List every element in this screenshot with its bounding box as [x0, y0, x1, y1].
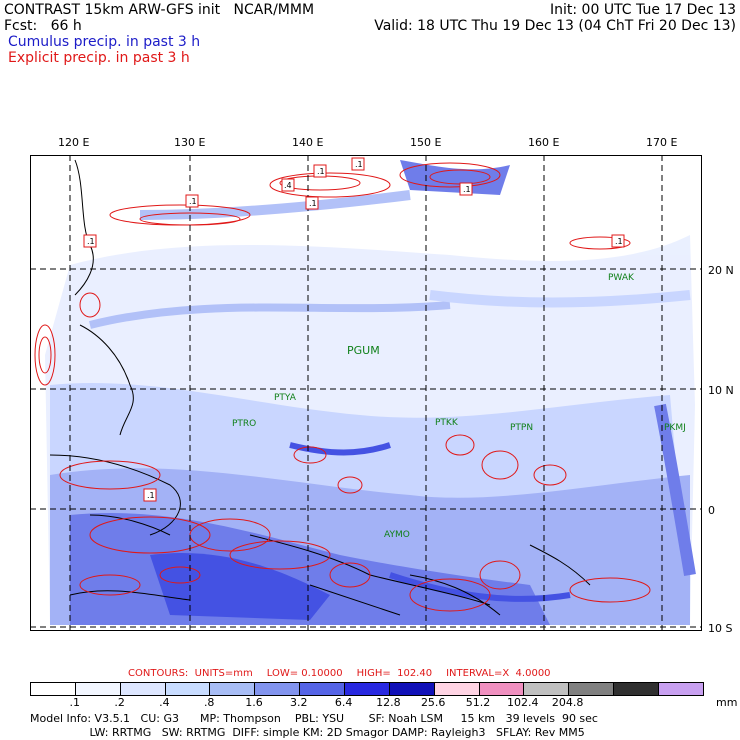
- colorbar-label: .8: [203, 696, 215, 709]
- colorbar-label: .1: [69, 696, 81, 709]
- colorbar-unit: mm: [716, 696, 738, 709]
- colorbar-label: .4: [159, 696, 170, 709]
- precip-colorbar: [30, 682, 704, 696]
- lat-lon-grid: [30, 155, 702, 631]
- colorbar-cell: [524, 683, 570, 695]
- colorbar-cell: [210, 683, 256, 695]
- colorbar-label: .2: [114, 696, 125, 709]
- contour-low: LOW= 0.10000: [266, 668, 343, 679]
- colorbar-cell: [31, 683, 76, 695]
- contour-interval: INTERVAL=X 4.0000: [446, 668, 551, 679]
- contour-value-box: .1: [611, 234, 625, 248]
- station-label: PKMJ: [664, 423, 686, 433]
- contour-value-box: .1: [143, 488, 157, 502]
- lon-label: 120 E: [58, 136, 90, 149]
- contour-value-box: .1: [83, 234, 97, 248]
- contour-high: HIGH= 102.40: [356, 668, 433, 679]
- lat-label: 10 S: [708, 622, 733, 635]
- lat-label: 0: [708, 504, 715, 517]
- cumulus-precip-field: [45, 160, 696, 625]
- colorbar-cell: [165, 683, 211, 695]
- station-label: PTPN: [510, 423, 534, 433]
- svg-text:.1: .1: [615, 237, 623, 246]
- svg-text:.1: .1: [309, 199, 317, 208]
- colorbar-cell: [479, 683, 525, 695]
- svg-text:.1: .1: [147, 491, 155, 500]
- colorbar-label: 3.2: [290, 696, 308, 709]
- station-label: PTYA: [274, 393, 296, 403]
- contour-value-box: .1: [185, 194, 199, 208]
- lat-label: 20 N: [708, 264, 734, 277]
- contour-value-box: .1: [313, 164, 327, 178]
- colorbar-cell: [255, 683, 301, 695]
- contour-value-box: .1: [351, 157, 365, 171]
- contour-value-labels: .1 .4 .1 .1 .1 .1 .1 .1 .1: [83, 157, 625, 502]
- lon-label: 140 E: [292, 136, 324, 149]
- model-info-line1: Model Info: V3.5.1 CU: G3 MP: Thompson P…: [30, 712, 598, 725]
- contour-value-box: .1: [459, 182, 473, 196]
- lon-label: 130 E: [174, 136, 206, 149]
- station-label: PTKK: [435, 418, 458, 428]
- explicit-precip-contours: [34, 162, 651, 612]
- contour-units: CONTOURS: UNITS=mm: [128, 668, 253, 679]
- colorbar-cell: [659, 683, 703, 695]
- model-title: CONTRAST 15km ARW-GFS init NCAR/MMM: [4, 2, 315, 18]
- lat-label: 10 N: [708, 384, 734, 397]
- lon-label: 150 E: [410, 136, 442, 149]
- svg-text:.4: .4: [284, 181, 292, 190]
- svg-text:.1: .1: [355, 160, 363, 169]
- colorbar-cell: [614, 683, 660, 695]
- colorbar-cell: [389, 683, 435, 695]
- explicit-legend: Explicit precip. in past 3 h: [8, 50, 190, 66]
- valid-time: Valid: 18 UTC Thu 19 Dec 13 (04 ChT Fri …: [374, 18, 736, 34]
- colorbar-cell: [569, 683, 615, 695]
- svg-text:.1: .1: [189, 197, 197, 206]
- colorbar-label: 12.8: [376, 696, 401, 709]
- map-frame: [30, 155, 702, 631]
- lon-label: 160 E: [528, 136, 560, 149]
- svg-text:.1: .1: [317, 167, 325, 176]
- station-label: PTRO: [232, 419, 257, 429]
- colorbar-label: 25.6: [420, 696, 446, 709]
- contour-value-box: .1: [305, 196, 319, 210]
- station-label: PGUM: [347, 344, 380, 357]
- cumulus-legend: Cumulus precip. in past 3 h: [8, 34, 201, 50]
- colorbar-label: 204.8: [551, 696, 584, 709]
- colorbar-cell: [300, 683, 346, 695]
- svg-text:.1: .1: [87, 237, 95, 246]
- contour-info: CONTOURS: UNITS=mm LOW= 0.10000 HIGH= 102.…: [128, 668, 565, 679]
- colorbar-label: 1.6: [245, 696, 263, 709]
- station-label: PWAK: [608, 273, 634, 283]
- colorbar-label: 102.4: [507, 696, 539, 709]
- colorbar-label: 51.2: [465, 696, 491, 709]
- colorbar-label: 6.4: [334, 696, 353, 709]
- init-time: Init: 00 UTC Tue 17 Dec 13: [550, 2, 736, 18]
- colorbar-cell: [120, 683, 166, 695]
- precip-map: .1 .4 .1 .1 .1 .1 .1 .1 .1: [30, 155, 702, 631]
- station-label: AYMO: [384, 530, 410, 540]
- svg-text:.1: .1: [463, 185, 471, 194]
- colorbar-cell: [345, 683, 390, 695]
- coastlines: [49, 159, 591, 616]
- colorbar-cell: [434, 683, 480, 695]
- model-info-line2: LW: RRTMG SW: RRTMG DIFF: simple KM: 2D …: [30, 726, 585, 739]
- forecast-hour: Fcst: 66 h: [4, 18, 82, 34]
- contour-value-box: .4: [281, 178, 295, 192]
- colorbar-cell: [75, 683, 121, 695]
- lon-label: 170 E: [646, 136, 678, 149]
